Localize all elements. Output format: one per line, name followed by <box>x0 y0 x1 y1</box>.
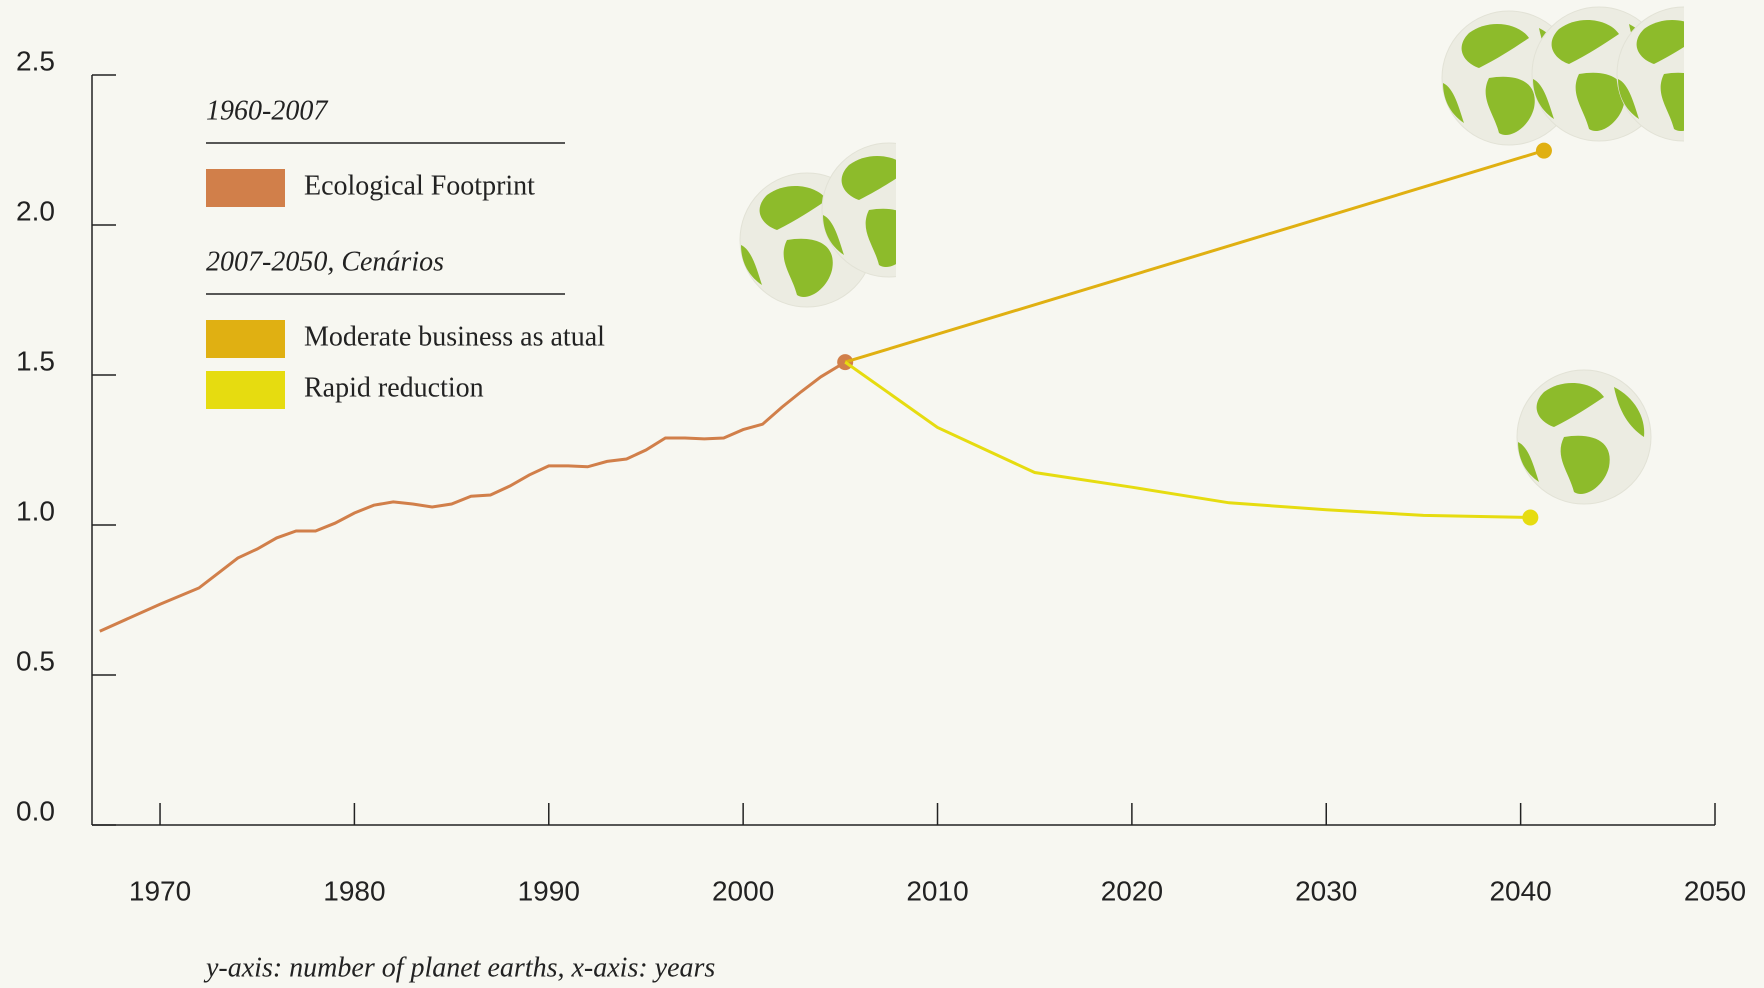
legend-heading: 2007-2050, Cenários <box>206 246 444 277</box>
y-tick-label: 0.5 <box>16 645 55 676</box>
legend-label: Moderate business as atual <box>304 321 605 352</box>
caption: y-axis: number of planet earths, x-axis:… <box>203 952 715 983</box>
x-tick-label: 1990 <box>518 875 580 906</box>
end-point <box>1522 509 1539 526</box>
y-tick-label: 2.0 <box>16 195 55 226</box>
y-tick-label: 1.5 <box>16 345 55 376</box>
series-line <box>844 149 1545 364</box>
legend-label: Rapid reduction <box>304 372 484 403</box>
x-tick-label: 2040 <box>1489 875 1551 906</box>
x-tick-label: 2030 <box>1295 875 1357 906</box>
series-line <box>99 360 846 633</box>
y-tick-label: 2.5 <box>16 45 55 76</box>
x-tick-label: 2010 <box>906 875 968 906</box>
legend-label: Ecological Footprint <box>304 170 535 201</box>
globes <box>739 142 896 308</box>
y-tick-label: 0.0 <box>16 795 55 826</box>
y-tick-label: 1.0 <box>16 495 55 526</box>
globe <box>1516 369 1652 505</box>
legend-swatch <box>206 320 285 358</box>
end-point <box>1535 142 1552 159</box>
x-tick-label: 1980 <box>323 875 385 906</box>
x-tick-label: 2020 <box>1101 875 1163 906</box>
globes <box>1441 6 1684 146</box>
x-tick-label: 1970 <box>129 875 191 906</box>
legend-swatch <box>206 371 285 409</box>
legend-swatch <box>206 169 285 207</box>
x-tick-label: 2000 <box>712 875 774 906</box>
x-tick-label: 2050 <box>1684 875 1746 906</box>
series-line <box>844 360 1531 519</box>
legend-heading: 1960-2007 <box>206 95 328 126</box>
